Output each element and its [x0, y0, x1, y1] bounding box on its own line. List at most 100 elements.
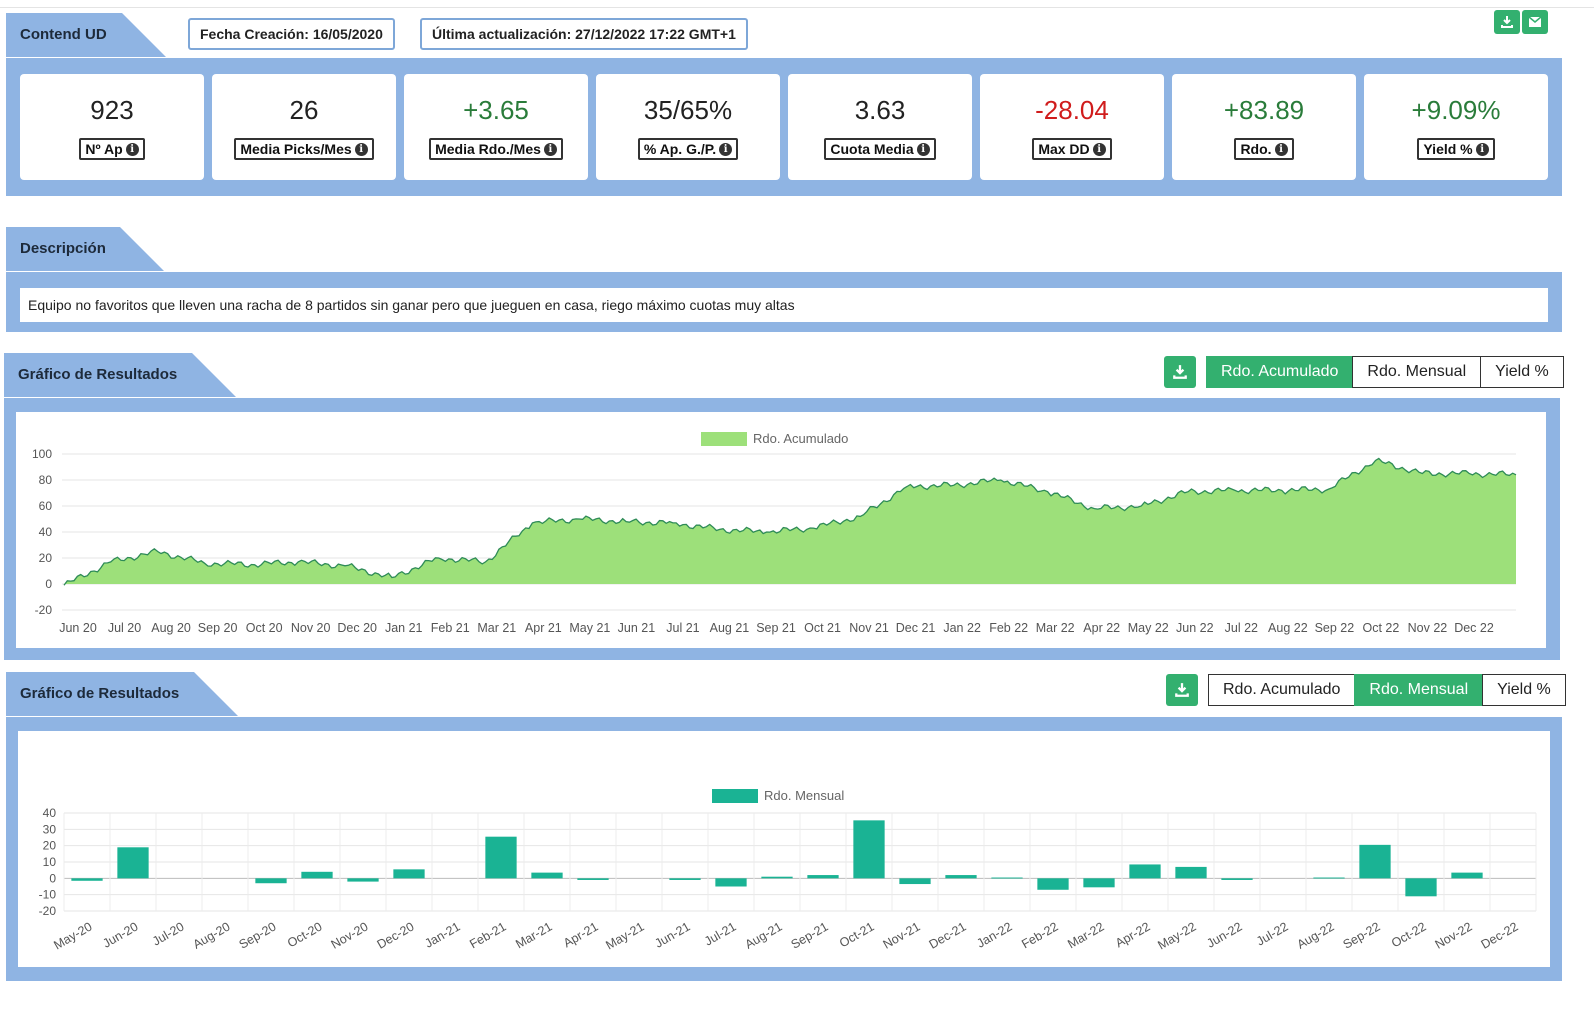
y-tick-label: 20 — [43, 839, 57, 853]
stat-card: 3.63 Cuota Media i — [788, 74, 972, 180]
y-tick-label: 10 — [43, 855, 57, 869]
bar[interactable] — [347, 878, 379, 882]
bar[interactable] — [899, 878, 931, 885]
envelope-icon — [1528, 16, 1542, 27]
x-tick-label: Nov 22 — [1408, 621, 1448, 635]
strategy-title: Contend UD — [20, 26, 107, 43]
view-button[interactable]: Rdo. Acumulado — [1206, 356, 1354, 388]
bar[interactable] — [945, 875, 977, 879]
bar[interactable] — [485, 836, 517, 879]
legend-swatch — [712, 789, 758, 803]
info-icon[interactable]: i — [543, 142, 557, 156]
bar[interactable] — [1175, 866, 1207, 879]
bar[interactable] — [1129, 864, 1161, 879]
x-tick-label: Jun-20 — [100, 919, 140, 950]
x-tick-label: Dec 22 — [1454, 621, 1494, 635]
x-tick-label: Jun 21 — [618, 621, 656, 635]
view-button[interactable]: Yield % — [1482, 674, 1566, 706]
cumulative-result-chart: Rdo. Acumulado 100 80 60 40 20 0 -20 Jun 20 Jul 2… — [32, 431, 1517, 635]
chart1-download-button[interactable] — [1164, 356, 1196, 388]
x-tick-label: Sep 22 — [1315, 621, 1355, 635]
download-icon — [1173, 365, 1187, 379]
stat-label[interactable]: Media Rdo./Mes i — [429, 138, 563, 160]
view-button[interactable]: Rdo. Mensual — [1354, 674, 1484, 706]
x-tick-label: May 21 — [569, 621, 610, 635]
bar[interactable] — [991, 877, 1023, 879]
info-icon[interactable]: i — [1475, 142, 1489, 156]
x-tick-label: Dec 21 — [896, 621, 936, 635]
stat-label[interactable]: Rdo. i — [1234, 138, 1294, 160]
bar[interactable] — [117, 847, 149, 879]
area-fill — [64, 458, 1516, 586]
view-button[interactable]: Rdo. Acumulado — [1208, 674, 1356, 706]
x-tick-label: Sep-20 — [237, 919, 279, 951]
x-tick-label: Jul-20 — [150, 919, 187, 948]
view-button[interactable]: Rdo. Mensual — [1352, 356, 1482, 388]
x-tick-label: Dec-20 — [375, 919, 417, 951]
creation-date-box: Fecha Creación: 16/05/2020 — [188, 18, 395, 50]
x-tick-label: Dec-21 — [927, 919, 969, 951]
x-tick-label: Apr-22 — [1113, 919, 1153, 950]
email-button[interactable] — [1522, 10, 1548, 34]
y-tick-label: 0 — [45, 577, 52, 591]
bar[interactable] — [531, 872, 563, 879]
bar[interactable] — [1451, 872, 1483, 879]
y-tick-label: -20 — [39, 904, 57, 918]
stat-card: -28.04 Max DD i — [980, 74, 1164, 180]
y-tick-label: 0 — [49, 871, 56, 885]
stat-label[interactable]: Max DD i — [1032, 138, 1112, 160]
stat-label[interactable]: Nº Ap i — [79, 138, 145, 160]
stat-value: +9.09% — [1411, 95, 1501, 125]
stat-label[interactable]: Media Picks/Mes i — [234, 138, 374, 160]
bar[interactable] — [577, 878, 609, 880]
chart2-download-button[interactable] — [1166, 674, 1198, 706]
x-tick-label: Aug-21 — [743, 919, 785, 951]
bar[interactable] — [1037, 878, 1069, 890]
x-tick-label: Aug 22 — [1268, 621, 1308, 635]
x-tick-label: Sep 20 — [198, 621, 238, 635]
bar[interactable] — [1083, 878, 1115, 888]
info-icon[interactable]: i — [125, 142, 139, 156]
bar[interactable] — [761, 876, 793, 879]
stat-label[interactable]: Yield % i — [1417, 138, 1495, 160]
bar[interactable] — [669, 878, 701, 880]
bar[interactable] — [1221, 878, 1253, 880]
stat-label-text: Media Rdo./Mes — [435, 141, 541, 157]
bar[interactable] — [255, 878, 287, 884]
view-button[interactable]: Yield % — [1480, 356, 1564, 388]
bar[interactable] — [1359, 844, 1391, 879]
download-button[interactable] — [1494, 10, 1520, 34]
x-tick-label: Apr 22 — [1083, 621, 1120, 635]
info-icon[interactable]: i — [1092, 142, 1106, 156]
x-tick-label: Mar-21 — [513, 919, 554, 951]
x-tick-label: Oct 21 — [804, 621, 841, 635]
stat-label-text: Rdo. — [1240, 141, 1272, 157]
stat-label-text: Media Picks/Mes — [240, 141, 352, 157]
x-tick-label: Oct-21 — [837, 919, 877, 950]
stat-label[interactable]: % Ap. G./P. i — [637, 138, 739, 160]
stat-card: +3.65 Media Rdo./Mes i — [404, 74, 588, 180]
x-tick-label: Dec-22 — [1479, 919, 1521, 951]
bar[interactable] — [1313, 877, 1345, 879]
info-icon[interactable]: i — [354, 142, 368, 156]
y-tick-label: 30 — [43, 822, 57, 836]
info-icon[interactable]: i — [916, 142, 930, 156]
download-icon — [1175, 683, 1189, 697]
stat-label[interactable]: Cuota Media i — [824, 138, 936, 160]
bar[interactable] — [393, 869, 425, 879]
bar[interactable] — [807, 875, 839, 879]
legend-swatch — [701, 432, 747, 446]
stat-label-text: Cuota Media — [830, 141, 914, 157]
bar[interactable] — [853, 820, 885, 879]
bar[interactable] — [301, 871, 333, 879]
info-icon[interactable]: i — [719, 142, 733, 156]
description-title: Descripción — [20, 240, 106, 257]
bar[interactable] — [71, 878, 103, 881]
stat-label-text: Nº Ap — [85, 141, 123, 157]
bar[interactable] — [1405, 878, 1437, 897]
bar[interactable] — [715, 878, 747, 887]
stat-value: 35/65% — [643, 95, 733, 125]
x-tick-label: Nov 20 — [291, 621, 331, 635]
area-line — [63, 457, 1517, 586]
info-icon[interactable]: i — [1274, 142, 1288, 156]
